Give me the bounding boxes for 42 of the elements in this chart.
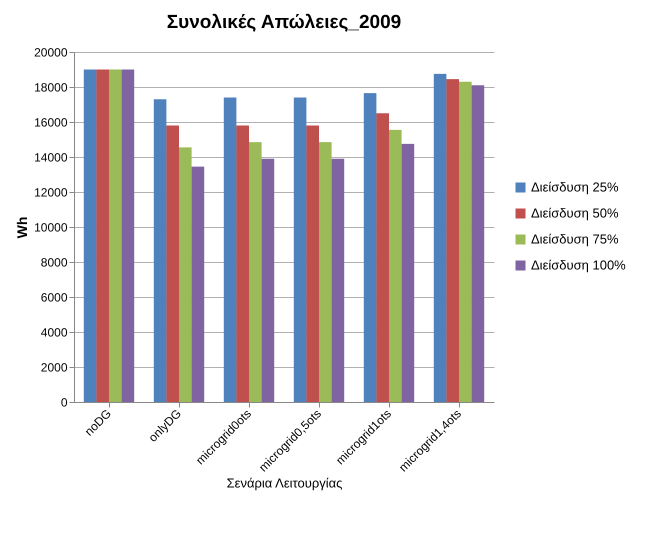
bar [434, 74, 446, 402]
bar [332, 158, 344, 402]
bar [294, 98, 306, 402]
bar [166, 126, 179, 402]
bar [389, 130, 402, 402]
bar [402, 144, 414, 402]
legend-label: Διείσδυση 75% [531, 232, 619, 246]
bar [459, 82, 472, 402]
bar [236, 126, 249, 402]
y-tick-label: 18000 [34, 80, 68, 94]
bar [224, 98, 236, 402]
bar [472, 85, 484, 402]
y-tick-label: 10000 [34, 220, 68, 234]
y-tick-label: 8000 [40, 256, 68, 270]
y-tick-label: 4000 [40, 326, 68, 340]
legend-label: Διείσδυση 50% [531, 206, 619, 220]
bar [179, 147, 192, 402]
bar [84, 70, 96, 402]
y-axis-title: Wh [14, 216, 30, 238]
bar [376, 113, 389, 402]
y-tick-label: 16000 [34, 116, 68, 130]
bar [154, 99, 166, 402]
chart-title: Συνολικές Απώλειες_2009 [166, 12, 402, 33]
y-tick-label: 0 [60, 396, 68, 410]
bar [262, 158, 274, 402]
bar [96, 70, 109, 402]
bar [249, 142, 262, 402]
bar [306, 126, 319, 402]
legend-label: Διείσδυση 100% [531, 258, 626, 272]
bar [122, 70, 134, 402]
bar [109, 70, 122, 402]
y-tick-label: 12000 [34, 186, 68, 200]
y-tick-label: 2000 [40, 360, 68, 374]
y-tick-label: 6000 [40, 290, 68, 304]
legend-label: Διείσδυση 25% [531, 180, 619, 194]
y-tick-label: 14000 [34, 150, 68, 164]
bar [364, 93, 376, 402]
y-tick-label: 20000 [34, 46, 68, 60]
bar [192, 166, 204, 402]
x-axis-title: Σενάρια Λειτουργίας [226, 476, 342, 491]
bar [446, 79, 459, 402]
bar [319, 142, 332, 402]
